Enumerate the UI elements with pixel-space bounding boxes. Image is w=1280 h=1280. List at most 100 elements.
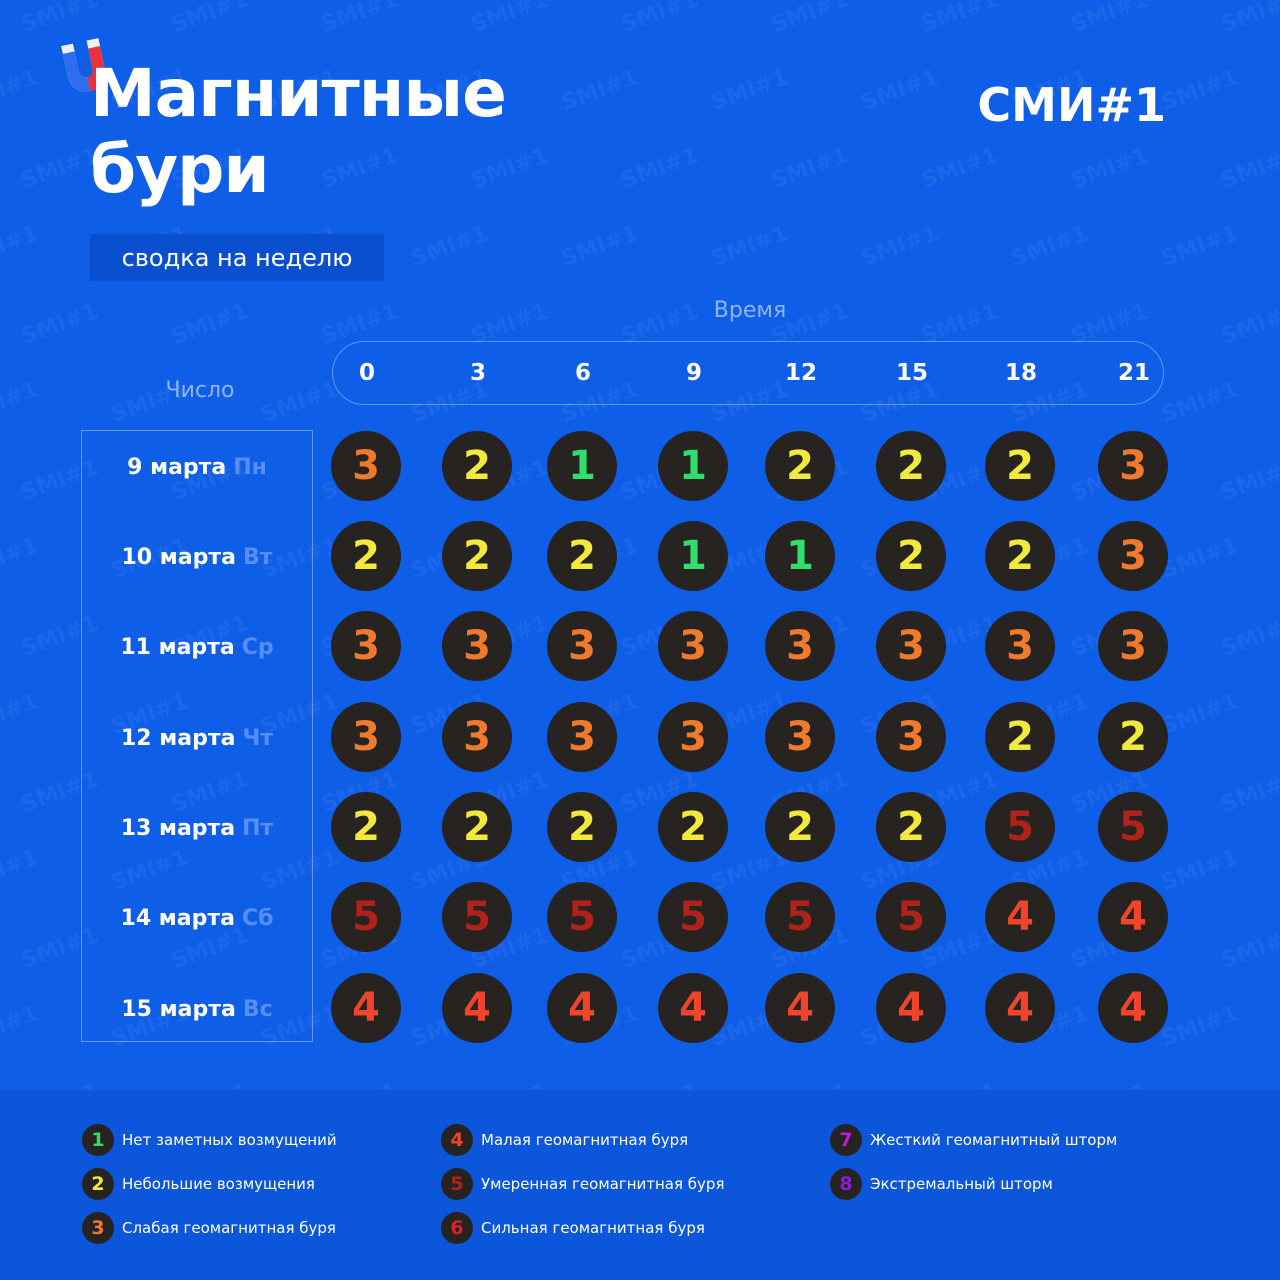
time-tick-3: 3 [469, 360, 486, 386]
kp-cell: 4 [765, 973, 835, 1043]
legend-text: Слабая геомагнитная буря [122, 1219, 336, 1237]
watermark-text: SMI#1 [618, 611, 702, 662]
kp-cell: 2 [985, 521, 1055, 591]
watermark-text: SMI#1 [1068, 923, 1152, 974]
weekday-label: Пн [233, 454, 267, 480]
weekday-label: Пт [242, 815, 274, 841]
kp-cell: 2 [876, 792, 946, 862]
watermark-text: SMI#1 [408, 1001, 492, 1052]
time-tick-18: 18 [1004, 360, 1037, 386]
kp-cell: 3 [658, 702, 728, 772]
watermark-text: SMI#1 [558, 689, 642, 740]
weekday-label: Ср [241, 634, 274, 660]
date-label: 13 марта [120, 815, 236, 841]
kp-cell: 2 [876, 521, 946, 591]
watermark-text: SMI#1 [1158, 65, 1242, 116]
kp-cell: 3 [1098, 431, 1168, 501]
watermark-text: SMI#1 [918, 143, 1002, 194]
kp-cell: 4 [331, 973, 401, 1043]
kp-cell: 2 [985, 702, 1055, 772]
watermark-text: SMI#1 [1218, 143, 1280, 194]
legend-text: Небольшие возмущения [122, 1175, 315, 1193]
watermark-text: SMI#1 [708, 533, 792, 584]
subtitle-badge: сводка на неделю [90, 234, 384, 281]
legend-item: 1 Нет заметных возмущений [82, 1123, 337, 1157]
date-label: 11 марта [120, 634, 235, 660]
watermark-text: SMI#1 [768, 767, 852, 818]
watermark-text: SMI#1 [1068, 143, 1152, 194]
watermark-text: SMI#1 [1158, 689, 1242, 740]
watermark-text: SMI#1 [918, 611, 1002, 662]
date-row: 10 марта Вт [82, 527, 312, 587]
watermark-text: SMI#1 [1068, 611, 1152, 662]
kp-cell: 2 [765, 431, 835, 501]
watermark-text: SMI#1 [768, 0, 852, 38]
time-tick-0: 0 [358, 360, 375, 386]
watermark-text: SMI#1 [318, 611, 402, 662]
magnet-icon [61, 38, 106, 92]
watermark-text: SMI#1 [1158, 533, 1242, 584]
watermark-text: SMI#1 [318, 0, 402, 38]
kp-cell: 5 [442, 882, 512, 952]
watermark-text: SMI#1 [1008, 1001, 1092, 1052]
watermark-text: SMI#1 [1158, 221, 1242, 272]
subtitle-text: сводка на неделю [121, 243, 353, 272]
time-tick-9: 9 [685, 360, 702, 386]
watermark-text: SMI#1 [618, 143, 702, 194]
watermark-text: SMI#1 [318, 923, 402, 974]
watermark-text: SMI#1 [618, 923, 702, 974]
watermark-text: SMI#1 [918, 767, 1002, 818]
kp-cell: 2 [658, 792, 728, 862]
date-label: 9 марта [127, 454, 227, 480]
watermark-text: SMI#1 [318, 767, 402, 818]
kp-cell: 3 [331, 431, 401, 501]
kp-cell: 5 [331, 882, 401, 952]
date-row: 15 марта Вс [82, 979, 312, 1039]
kp-cell: 3 [765, 702, 835, 772]
watermark-text: SMI#1 [558, 845, 642, 896]
watermark-text: SMI#1 [18, 0, 102, 38]
legend-item: 3 Слабая геомагнитная буря [82, 1211, 336, 1245]
legend-text: Нет заметных возмущений [122, 1131, 337, 1149]
title-line-1: Магнитные [90, 55, 507, 132]
legend-level-badge: 5 [441, 1168, 473, 1200]
legend-text: Жесткий геомагнитный шторм [870, 1131, 1118, 1149]
kp-cell: 4 [876, 973, 946, 1043]
watermark-text: SMI#1 [1158, 845, 1242, 896]
kp-cell: 2 [547, 521, 617, 591]
time-axis-label: Время [713, 298, 787, 323]
kp-cell: 3 [442, 611, 512, 681]
watermark-text: SMI#1 [858, 533, 942, 584]
weekday-label: Сб [241, 905, 274, 931]
kp-cell: 3 [876, 702, 946, 772]
weekday-label: Вт [242, 544, 273, 570]
watermark-text: SMI#1 [1218, 0, 1280, 38]
watermark-text: SMI#1 [0, 533, 42, 584]
watermark-text: SMI#1 [1068, 0, 1152, 38]
kp-cell: 3 [1098, 611, 1168, 681]
kp-cell: 4 [1098, 882, 1168, 952]
legend-text: Малая геомагнитная буря [481, 1131, 689, 1149]
legend-item: 7 Жесткий геомагнитный шторм [830, 1123, 1117, 1157]
kp-cell: 2 [547, 792, 617, 862]
legend-level-badge: 7 [830, 1124, 862, 1156]
date-row: 11 марта Ср [82, 617, 312, 677]
kp-cell: 3 [547, 702, 617, 772]
kp-cell: 3 [331, 702, 401, 772]
watermark-text: SMI#1 [0, 845, 42, 896]
legend-item: 4 Малая геомагнитная буря [441, 1123, 688, 1157]
watermark-text: SMI#1 [858, 221, 942, 272]
kp-cell: 2 [1098, 702, 1168, 772]
kp-cell: 5 [765, 882, 835, 952]
kp-cell: 4 [442, 973, 512, 1043]
watermark-text: SMI#1 [0, 221, 42, 272]
kp-cell: 3 [331, 611, 401, 681]
watermark-text: SMI#1 [558, 65, 642, 116]
kp-cell: 1 [547, 431, 617, 501]
watermark-text: SMI#1 [1218, 455, 1280, 506]
watermark-text: SMI#1 [0, 377, 42, 428]
date-row: 9 марта Пн [82, 437, 312, 497]
kp-cell: 5 [876, 882, 946, 952]
watermark-text: SMI#1 [1008, 533, 1092, 584]
kp-cell: 2 [442, 431, 512, 501]
